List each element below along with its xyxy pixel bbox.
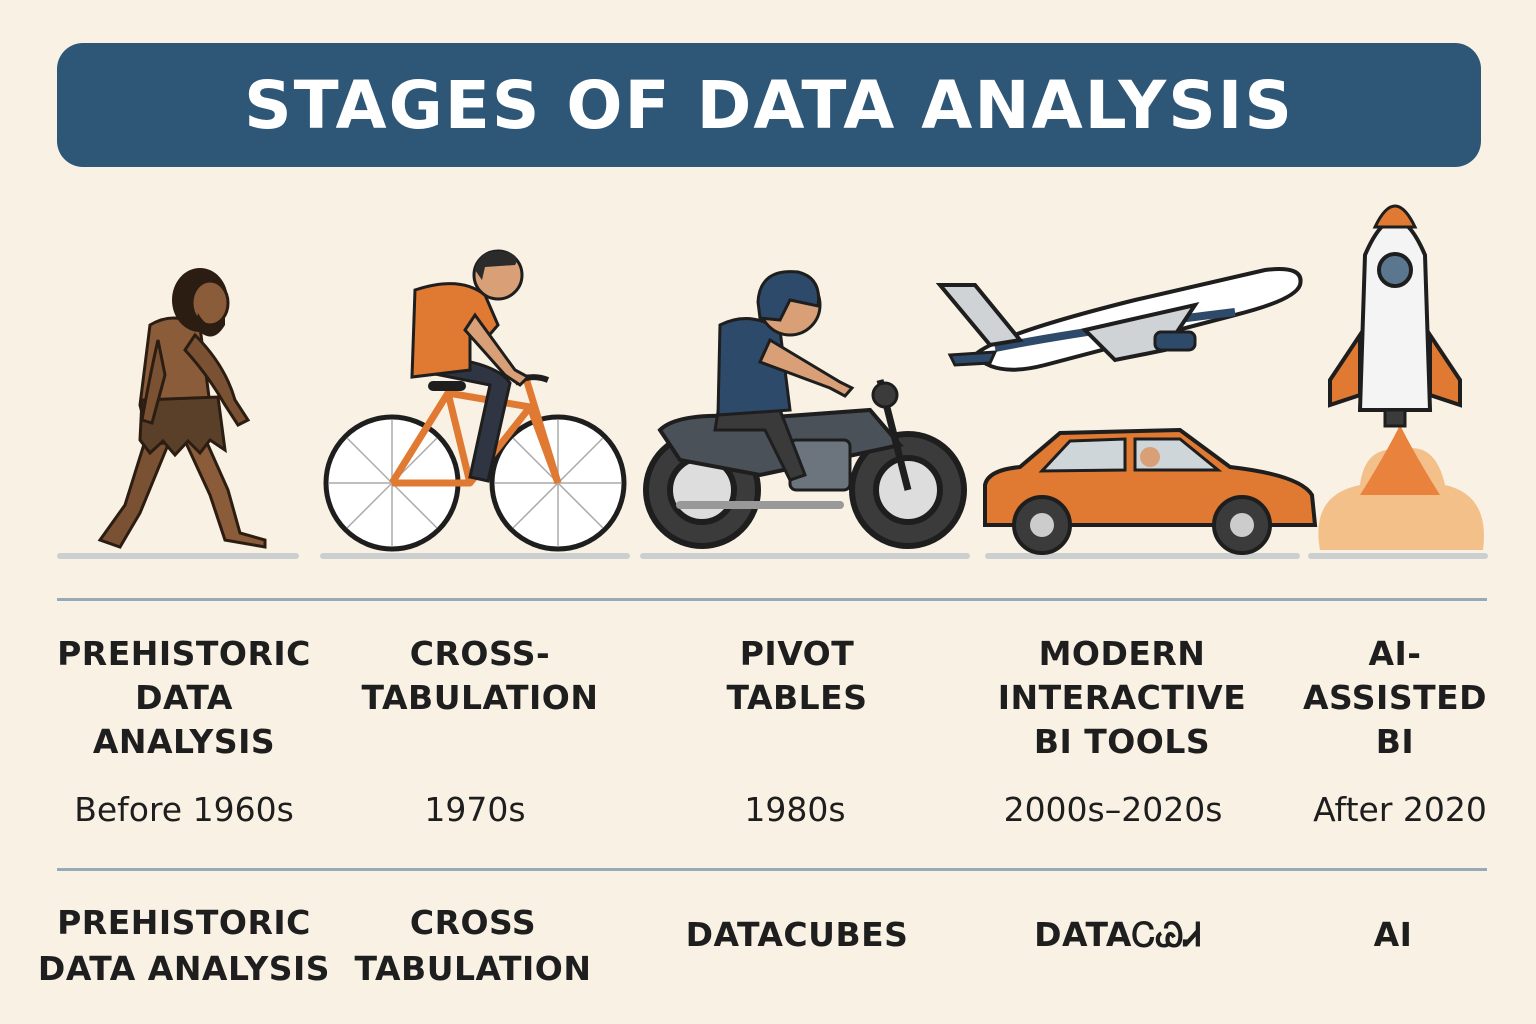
stage-alt-label: DATACUBES [685,915,909,954]
stage-alt-label: CROSS TABULATION [354,903,592,988]
stage-name: PIVOT TABLES [726,634,868,717]
divider-top [57,598,1487,601]
stage-alt-label: PREHISTORIC DATA ANALYSIS [37,903,331,988]
rocket-icon [1318,204,1484,550]
stage-period: After 2020 [1313,790,1487,829]
stage-period: Before 1960s [74,790,294,829]
stage-name: CROSS- TABULATION [361,634,599,717]
stage-alt-label: AI [1373,915,1413,954]
caveman-icon [97,268,267,549]
ground-line [985,553,1300,559]
ground-line [57,553,299,559]
stage-alt-label: DATAᏟᏊᏗ [1034,915,1202,954]
stage-name: AI- ASSISTED BI [1302,634,1488,761]
page-title: STAGES OF DATA ANALYSIS [244,66,1294,144]
ground-line [640,553,970,559]
stage-name: PREHISTORIC DATA ANALYSIS [57,634,311,761]
stage-period: 1980s [744,790,846,829]
stage-period: 1970s [424,790,526,829]
car-icon [983,427,1318,555]
airplane-icon [935,267,1303,372]
stage-period: 2000s–2020s [1003,790,1223,829]
ground-line [320,553,630,559]
bicycle-rider-icon [323,249,627,552]
divider-bottom [57,868,1487,871]
motorcycle-rider-icon [643,270,967,549]
stage-name: MODERN INTERACTIVE BI TOOLS [997,634,1247,761]
ground-line [1308,553,1488,559]
title-banner: STAGES OF DATA ANALYSIS [57,43,1481,167]
